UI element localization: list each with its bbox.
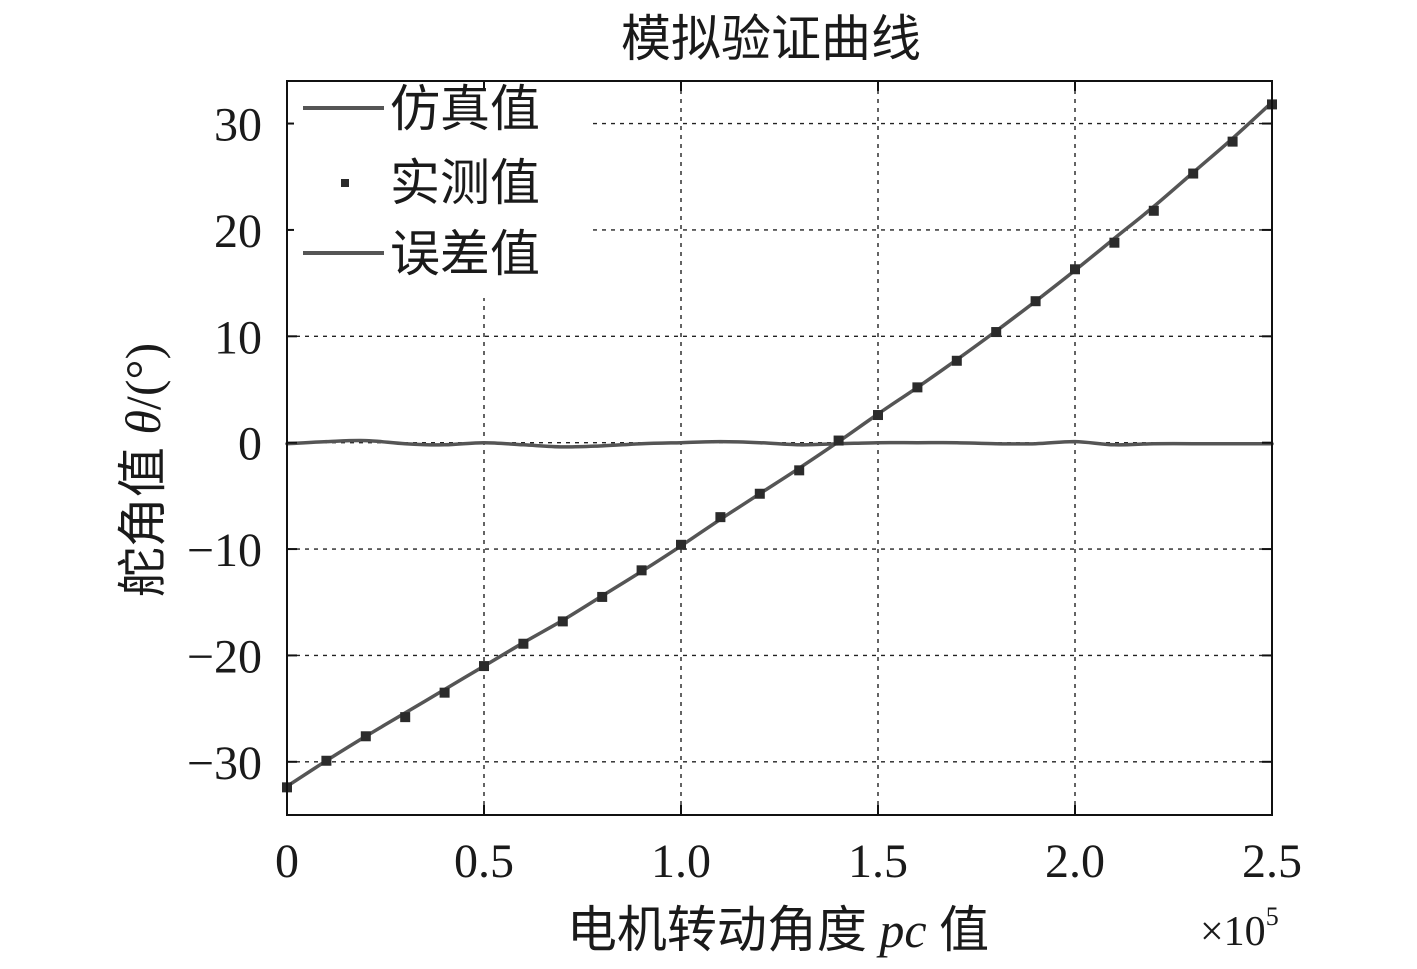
measured-point [597,591,608,602]
x-axis-label-prefix: 电机转动角度 [567,902,880,958]
y-tick-label: −20 [187,630,262,683]
measured-point [715,512,726,523]
x-tick-label: 2.0 [1045,835,1105,888]
x-tick-labels: 0 0.5 1.0 1.5 2.0 2.5 [275,835,1302,888]
measured-point [636,565,647,576]
measured-point [833,435,844,446]
measured-point [991,327,1002,338]
x-tick-label: 0.5 [454,835,514,888]
legend: 仿真值 实测值 误差值 [294,81,590,298]
measured-point [794,465,805,476]
measured-point [1148,205,1159,216]
measured-point [439,687,450,698]
measured-point [360,731,371,742]
x-tick-label: 1.0 [651,835,711,888]
y-axis-label: 舵角值 θ/(°) [115,343,171,597]
measured-point [912,382,923,393]
y-axis-label-suffix: /(°) [115,343,171,410]
y-axis-label-italic: θ [115,410,171,435]
y-tick-label: −10 [187,524,262,577]
legend-swatch-measured [341,179,349,187]
legend-background [294,88,590,298]
plot-frame [286,80,1273,816]
y-axis-label-prefix: 舵角值 [115,435,171,598]
measured-point [1227,136,1238,147]
y-tick-label: 20 [214,205,262,258]
measured-point [1188,168,1199,179]
measured-point [479,661,489,672]
y-tick-label: 0 [238,418,262,471]
x-tick-label: 2.5 [1242,835,1302,888]
measured-point [1070,264,1080,275]
legend-label-simulation: 仿真值 [390,81,540,137]
x-tick-label: 0 [275,835,299,888]
measured-point [873,410,883,421]
legend-label-error: 误差值 [390,226,540,282]
measured-point [321,755,332,766]
y-tick-label: 10 [214,311,262,364]
y-tick-labels: −30 −20 −10 0 10 20 30 [187,99,262,790]
x-tick-label: 1.5 [848,835,908,888]
measured-point [951,355,962,366]
measured-point [557,616,568,627]
plot-series [282,99,1277,793]
x-multiplier-exponent: 5 [1266,902,1279,931]
y-tick-label: 30 [214,99,262,152]
legend-label-measured: 实测值 [390,155,540,211]
measured-point [1030,296,1041,307]
measured-point [518,638,529,649]
x-multiplier-base: ×10 [1200,909,1266,955]
measured-point [676,539,686,550]
x-axis-multiplier: ×105 [1200,902,1279,955]
chart-title: 模拟验证曲线 [621,11,921,67]
measured-point [1109,237,1120,248]
measured-point [754,488,765,499]
x-axis-label-italic: pc [876,902,926,958]
x-axis-label-suffix: 值 [927,902,990,958]
x-axis-label: 电机转动角度 pc 值 [567,902,989,958]
y-tick-label: −30 [187,737,262,790]
measured-point [400,712,411,723]
series-line-error [285,438,1274,449]
ticks [286,81,1273,815]
